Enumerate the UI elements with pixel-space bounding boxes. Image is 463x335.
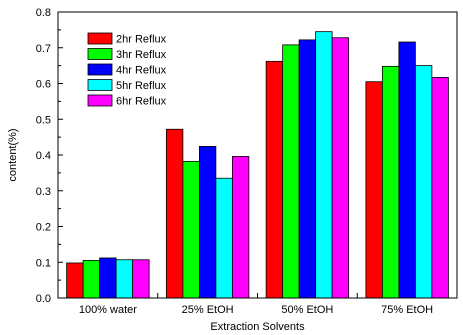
y-tick-label: 0.7	[36, 43, 51, 55]
legend-label-1: 2hr Reflux	[116, 34, 167, 46]
bar-4-2	[215, 177, 233, 299]
y-tick-label: 0.8	[36, 7, 51, 19]
bar-3-2	[198, 146, 217, 299]
bar-5-1	[132, 259, 150, 299]
legend-label-2: 3hr Reflux	[116, 49, 167, 61]
y-tick-label: 0.3	[36, 186, 51, 198]
bar-5-3	[331, 37, 350, 299]
y-tick-label: 0.4	[36, 150, 51, 162]
bar-2-3	[282, 44, 300, 299]
legend: 2hr Reflux 3hr Reflux 4hr Reflux 5hr Reflux…	[87, 32, 167, 108]
bar-3-3	[298, 39, 317, 299]
legend-label-5: 6hr Reflux	[116, 96, 167, 108]
y-tick-label: 0.0	[36, 293, 51, 305]
legend-swatch-4	[87, 79, 113, 91]
y-tick-label: 0.2	[36, 222, 51, 234]
legend-swatch-1	[87, 32, 113, 45]
legend-swatch-2	[87, 48, 113, 60]
bar-1-3	[265, 60, 284, 299]
bar-1-4	[365, 81, 383, 299]
y-tick-label: 0.1	[36, 257, 51, 269]
bar-1-2	[165, 128, 184, 299]
axes-group: 0.0 0.1 0.2 0.3 0.4 0.5 0.6 0.7 0.8 100% water 25%…	[36, 7, 458, 316]
y-tick-label: 0.5	[36, 114, 51, 126]
bar-3-4	[398, 41, 416, 299]
y-axis-title: content(%)	[7, 128, 19, 181]
x-axis-title: Extraction Solvents	[210, 321, 305, 333]
bar-2-2	[182, 161, 200, 299]
x-tick-label: 50% EtOH	[281, 304, 333, 316]
bar-4-4	[414, 65, 433, 299]
legend-label-4: 5hr Reflux	[116, 80, 167, 92]
legend-label-3: 4hr Reflux	[116, 65, 167, 77]
legend-swatch-3	[87, 63, 113, 76]
bar-2-1	[82, 260, 101, 299]
x-tick-label: 25% EtOH	[182, 304, 234, 316]
y-tick-label: 0.6	[36, 79, 51, 91]
bar-3-1	[99, 257, 117, 299]
x-tick-label: 75% EtOH	[381, 304, 433, 316]
bar-4-3	[315, 31, 333, 299]
bar-5-2	[231, 156, 250, 299]
bar-1-1	[66, 262, 84, 299]
bar-5-4	[431, 77, 449, 299]
x-tick-label: 100% water	[79, 304, 137, 316]
legend-swatch-5	[87, 94, 113, 107]
bar-4-1	[115, 259, 134, 299]
bar-2-4	[381, 65, 400, 299]
